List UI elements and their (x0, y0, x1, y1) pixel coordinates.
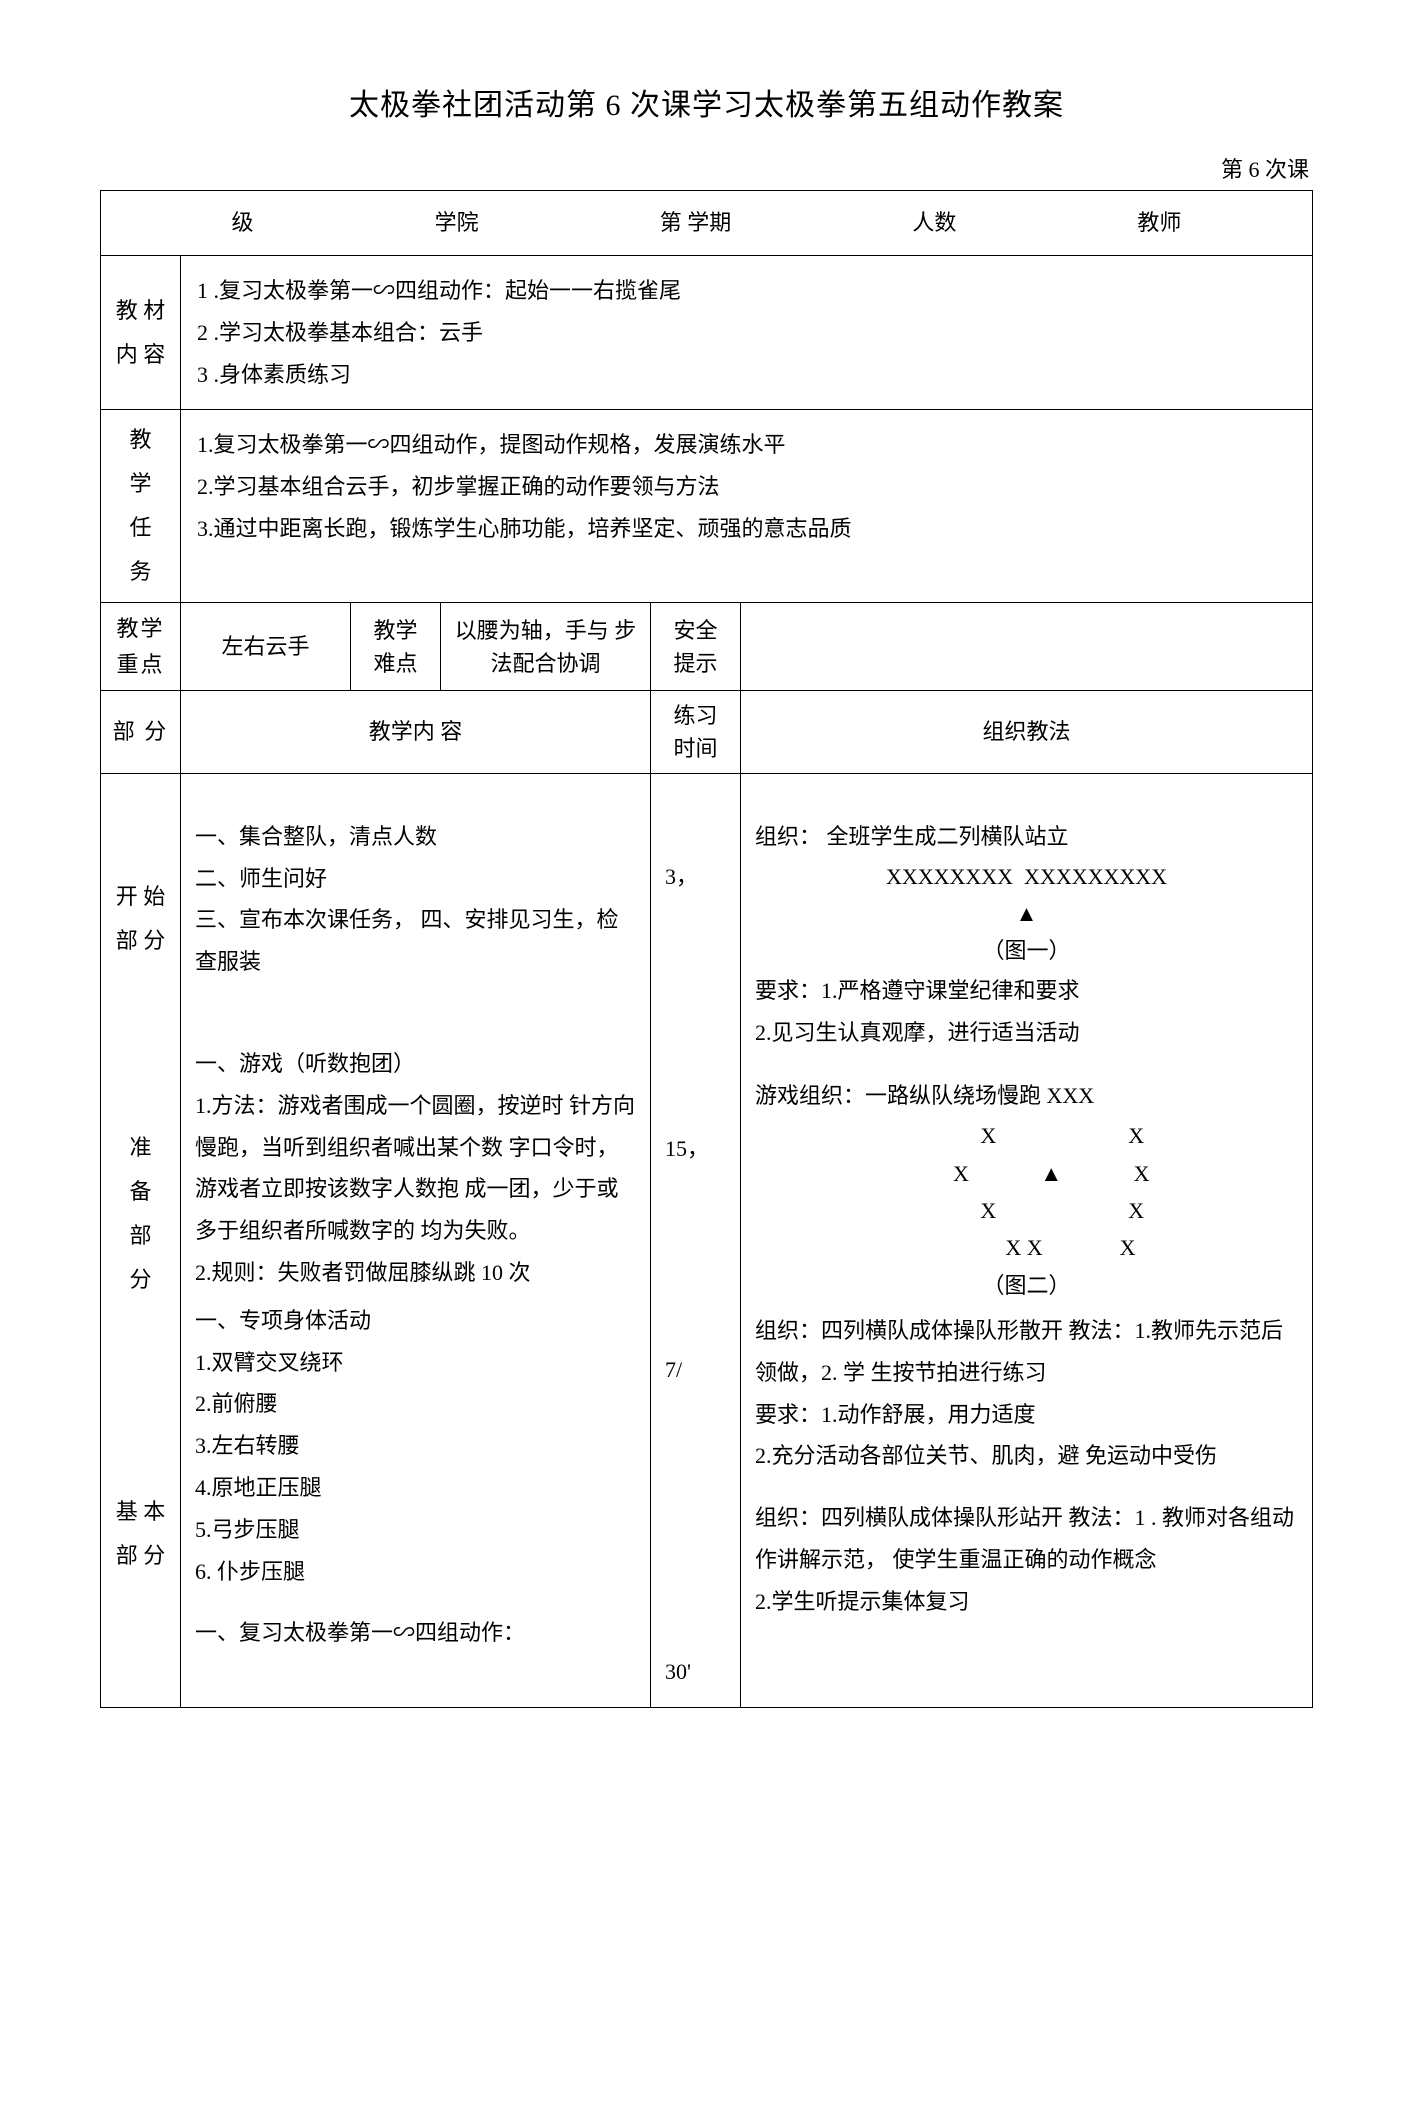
prep-section-label-1: 准 (101, 1126, 180, 1170)
time-header: 练习 时间 (651, 690, 741, 773)
section-labels-column: 开 始 部 分 准 备 部 分 基 本 部 分 (101, 773, 181, 1707)
task-label: 教 学 任 务 (101, 410, 181, 603)
grade-label: 级 (232, 201, 254, 245)
material-content: 1 .复习太极拳第一∽四组动作：起始一一右揽雀尾 2 .学习太极拳基本组合：云手… (181, 256, 1313, 410)
method-column: 组织： 全班学生成二列横队站立 XXXXXXXX XXXXXXXXX ▲ （图一… (741, 773, 1313, 1707)
focus-value: 左右云手 (181, 603, 351, 690)
prep-section-label-3: 部 (101, 1214, 180, 1258)
content-header: 教学内 容 (181, 690, 651, 773)
teacher-label: 教师 (1137, 201, 1181, 245)
page-title: 太极拳社团活动第 6 次课学习太极拳第五组动作教案 (100, 80, 1313, 124)
prep-section-label-2: 备 (101, 1170, 180, 1214)
difficulty-label: 教学 难点 (351, 603, 441, 690)
semester-label: 第 学期 (660, 201, 732, 245)
part-header: 部 分 (101, 690, 181, 773)
college-label: 学院 (435, 201, 479, 245)
count-label: 人数 (912, 201, 956, 245)
basic-section-label-1: 基 本 (101, 1490, 180, 1534)
task-content: 1.复习太极拳第一∽四组动作，提图动作规格，发展演练水平 2.学习基本组合云手，… (181, 410, 1313, 603)
basic-section-label-2: 部 分 (101, 1534, 180, 1578)
info-row: 级 学院 第 学期 人数 教师 (101, 191, 1313, 256)
time-column: 3， 15， 7/ 30' (651, 773, 741, 1707)
method-header: 组织教法 (741, 690, 1313, 773)
focus-label: 教学重点 (101, 603, 181, 690)
safety-value (741, 603, 1313, 690)
difficulty-value: 以腰为轴，手与 步法配合协调 (441, 603, 651, 690)
lesson-number: 第 6 次课 (100, 152, 1313, 184)
teaching-content-column: 一、集合整队，清点人数 二、师生问好 三、宣布本次课任务， 四、安排见习生，检查… (181, 773, 651, 1707)
prep-section-label-4: 分 (101, 1258, 180, 1302)
safety-label: 安全 提示 (651, 603, 741, 690)
start-section-label-2: 部 分 (101, 919, 180, 963)
lesson-plan-table: 级 学院 第 学期 人数 教师 教 材 内 容 1 .复习太极拳第一∽四组动作：… (100, 190, 1313, 1708)
start-section-label-1: 开 始 (101, 875, 180, 919)
material-label: 教 材 内 容 (101, 256, 181, 410)
